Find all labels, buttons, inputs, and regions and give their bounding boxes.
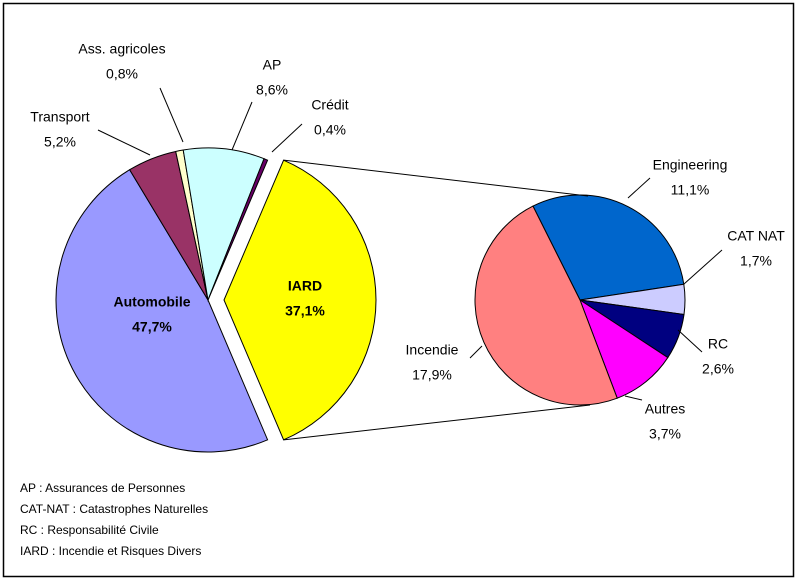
slice-label: Ass. agricoles [78,41,165,57]
slice-value-label: 3,7% [649,426,681,442]
slice-value-label: 2,6% [702,361,734,377]
slice-label: Crédit [311,97,348,113]
pie-slice [532,194,685,301]
footnote: AP : Assurances de Personnes [20,481,185,495]
slice-label: Engineering [653,157,728,173]
pie-slice [55,169,269,453]
slice-label: AP [263,57,282,73]
slice-label: IARD [288,278,322,294]
pie-slice [207,158,269,301]
leader-line [469,345,483,359]
slice-value-label: 8,6% [256,82,288,98]
footnote: RC : Responsabilité Civile [20,523,159,537]
footnote: IARD : Incendie et Risques Divers [20,544,201,558]
slice-label: CAT NAT [727,228,785,244]
leader-line [159,87,184,143]
leader-line [677,329,703,353]
leader-line [231,101,253,151]
leader-line [624,395,643,401]
leader-line [683,249,723,285]
slice-value-label: 0,8% [106,66,138,82]
slice-value-label: 5,2% [44,134,76,150]
connector-line [283,404,591,441]
pie-slice [474,205,618,406]
slice-value-label: 47,7% [132,319,172,335]
slice-label: Automobile [114,294,191,310]
slice-value-label: 0,4% [314,122,346,138]
pie-slice [182,147,265,302]
slice-value-label: 17,9% [412,367,452,383]
slice-label: Incendie [406,342,459,358]
slice-label: Autres [645,401,685,417]
footnote: CAT-NAT : Catastrophes Naturelles [20,502,208,516]
leader-line [271,123,303,153]
slice-value-label: 11,1% [671,182,710,198]
slice-label: Transport [30,109,90,125]
leader-line [627,177,651,199]
pie-slice [223,159,377,441]
slice-value-label: 37,1% [285,303,325,319]
slice-label: RC [708,336,728,352]
slice-value-label: 1,7% [740,253,772,269]
leader-line [97,129,151,156]
connector-line [283,159,589,197]
